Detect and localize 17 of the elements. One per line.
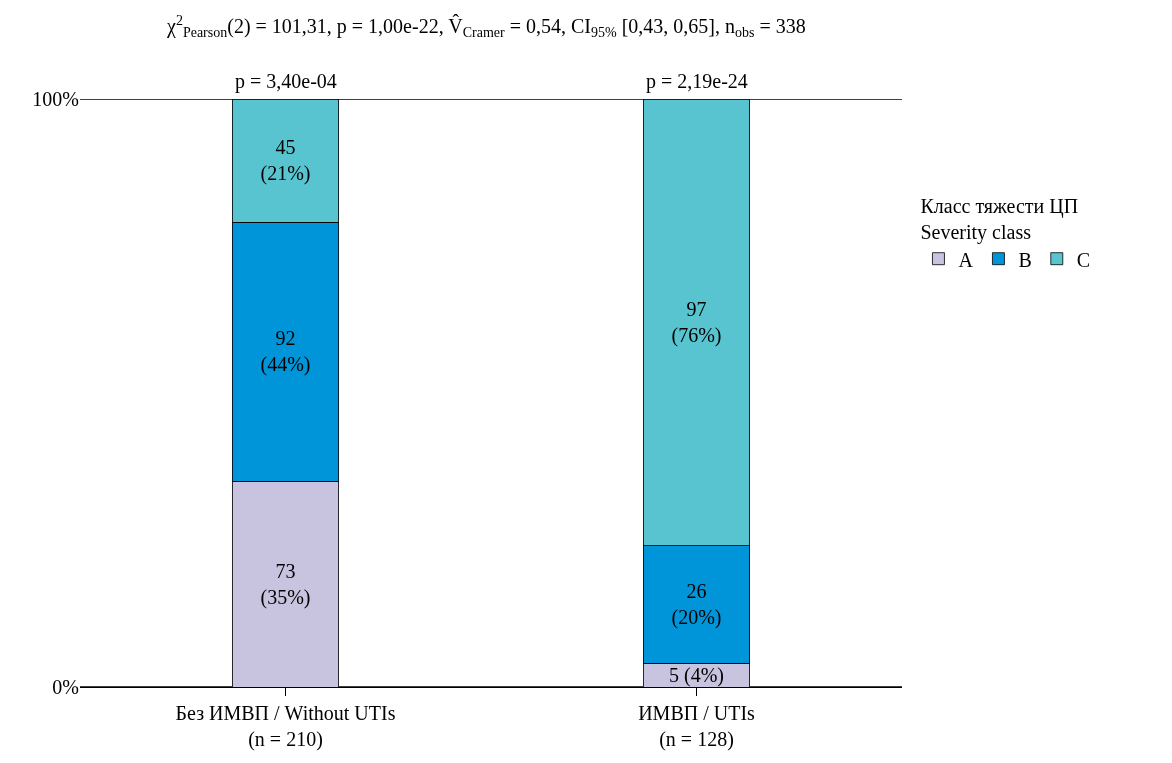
annotation: p = 2,19e-24 xyxy=(646,70,748,93)
y-tick-label: 100% xyxy=(32,88,79,110)
legend-label: B xyxy=(1018,248,1032,271)
data-label: 5 (4%) xyxy=(669,663,724,687)
data-label: 97 (76%) xyxy=(671,297,722,347)
data-label: 26 (20%) xyxy=(671,580,722,630)
x-tick-label: Без ИМВП / Without UTIs (n = 210) xyxy=(175,702,396,752)
y-tick-label: 0% xyxy=(52,676,79,698)
legend-label: A xyxy=(958,248,974,271)
chart-title: χ$^{2}$$_{Pearson}$(2) = 101,31, p = 1,00e-22, V̂$_{Cramer}$ = 0,54, CI$_{95%}$ [0,43, 0,65], n$_{obs}$ = 338 xyxy=(167,12,806,41)
data-label: 45 (21%) xyxy=(260,136,311,186)
annotation: p = 3,40e-04 xyxy=(235,70,337,93)
data-label: 92 (44%) xyxy=(260,327,311,377)
legend-title: Класс тяжести ЦП Severity class xyxy=(920,195,1079,245)
x-tick-label: ИМВП / UTIs (n = 128) xyxy=(638,702,756,752)
legend-label: C xyxy=(1076,248,1091,271)
data-label: 73 (35%) xyxy=(260,559,311,609)
